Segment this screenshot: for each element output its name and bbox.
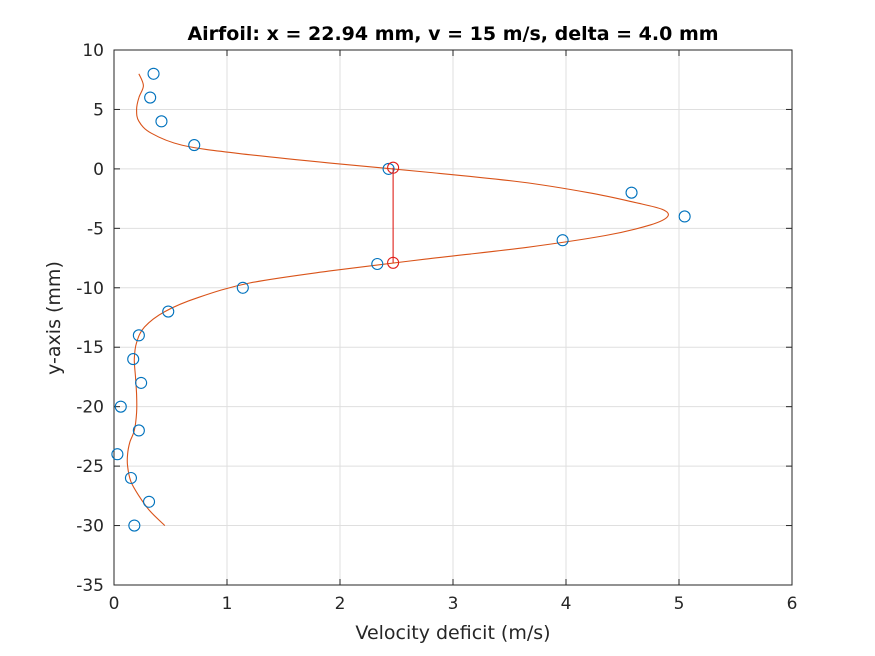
measured-data-point — [128, 519, 141, 532]
x-tick-label: 6 — [787, 594, 798, 614]
fit-curve-line — [126, 73, 669, 526]
measured-data-point — [124, 471, 137, 485]
measured-data-point — [678, 210, 691, 223]
measured-data-point — [147, 67, 160, 80]
y-tick-label: 0 — [93, 160, 104, 180]
axis-ticks — [113, 49, 793, 586]
chart-title: Airfoil: x = 22.94 mm, v = 15 m/s, delta… — [187, 23, 718, 45]
measured-data-point — [188, 139, 201, 152]
measured-data-point — [111, 448, 124, 461]
measured-data-point — [135, 376, 148, 389]
y-tick-label: 5 — [93, 100, 104, 120]
y-tick-label: -35 — [76, 576, 104, 596]
measured-data-point — [142, 495, 156, 508]
measured-data-point — [382, 162, 395, 175]
measured-data-point — [155, 115, 168, 128]
y-tick-label: -30 — [76, 517, 104, 537]
y-tick-label: -5 — [87, 219, 104, 239]
measured-data-point — [236, 281, 249, 294]
y-tick-label: -10 — [76, 279, 104, 299]
x-tick-label: 0 — [109, 594, 120, 614]
x-tick-label: 1 — [222, 594, 233, 614]
x-tick-label: 3 — [448, 594, 459, 614]
x-tick-label: 2 — [335, 594, 346, 614]
grid-lines — [113, 49, 793, 586]
measured-data-point — [162, 305, 175, 318]
y-tick-label: -20 — [76, 398, 104, 418]
y-tick-label: 10 — [82, 41, 104, 61]
width-marker-point — [387, 256, 400, 269]
x-tick-labels: 0 1 2 3 4 5 6 — [109, 594, 798, 614]
series-group — [111, 67, 691, 532]
width-marker-point — [387, 161, 400, 174]
y-tick-labels: 10 5 0 -5 -10 -15 -20 -25 -30 -35 — [76, 41, 104, 596]
x-tick-label: 4 — [561, 594, 572, 614]
measured-data-point — [625, 186, 638, 199]
y-axis-label: y-axis (mm) — [43, 261, 65, 375]
measured-data-point — [556, 234, 569, 247]
measured-data-point — [132, 329, 145, 342]
measured-data-point — [114, 400, 127, 413]
measured-data-point — [144, 91, 157, 104]
x-tick-label: 5 — [674, 594, 685, 614]
y-tick-label: -25 — [76, 457, 104, 477]
measured-data-point — [127, 353, 140, 366]
measured-data-point — [371, 257, 384, 271]
measured-data-point — [132, 424, 145, 437]
x-axis-label: Velocity deficit (m/s) — [355, 622, 550, 644]
y-tick-label: -15 — [76, 338, 104, 358]
